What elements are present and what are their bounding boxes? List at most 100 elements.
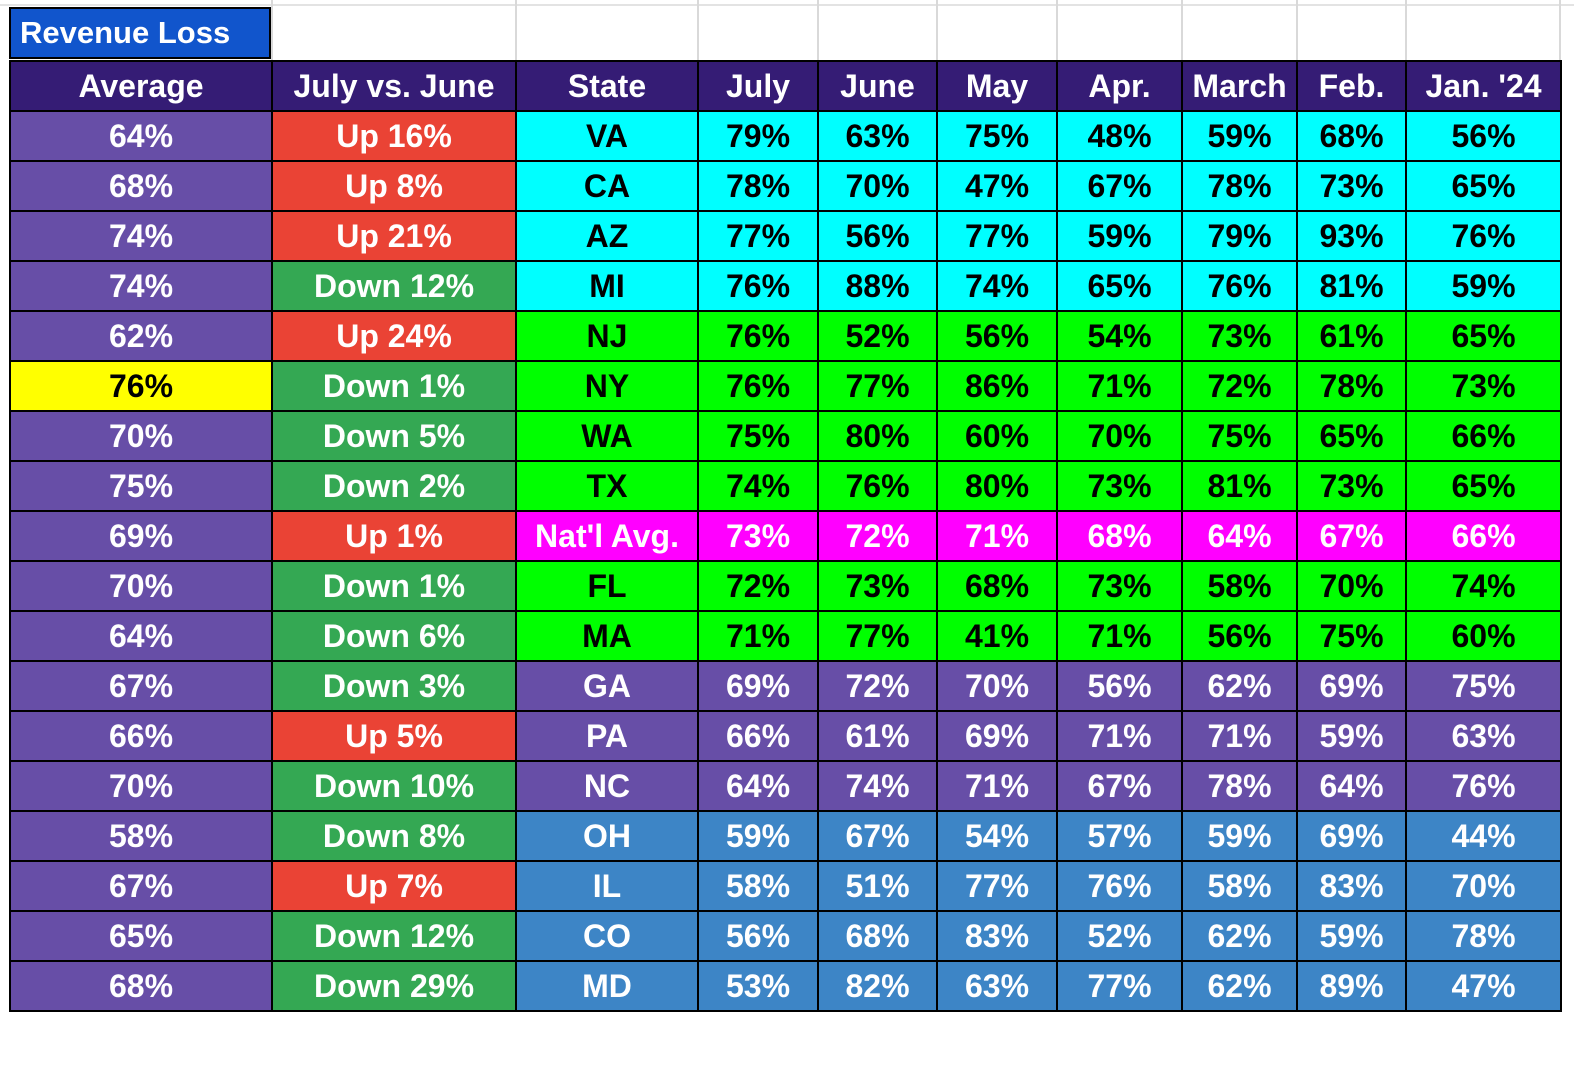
month-cell-may[interactable]: 56%: [936, 310, 1058, 362]
month-cell-jan-24[interactable]: 66%: [1405, 510, 1562, 562]
month-cell-march[interactable]: 75%: [1181, 410, 1298, 462]
state-cell[interactable]: AZ: [515, 210, 699, 262]
state-cell[interactable]: MD: [515, 960, 699, 1012]
month-cell-apr[interactable]: 56%: [1056, 660, 1183, 712]
change-cell[interactable]: Up 1%: [271, 510, 517, 562]
month-cell-feb[interactable]: 64%: [1296, 760, 1407, 812]
month-cell-jan-24[interactable]: 70%: [1405, 860, 1562, 912]
header-may[interactable]: May: [936, 60, 1058, 112]
average-cell[interactable]: 67%: [9, 860, 273, 912]
month-cell-jan-24[interactable]: 75%: [1405, 660, 1562, 712]
month-cell-june[interactable]: 52%: [817, 310, 938, 362]
change-cell[interactable]: Down 2%: [271, 460, 517, 512]
month-cell-june[interactable]: 77%: [817, 610, 938, 662]
month-cell-june[interactable]: 74%: [817, 760, 938, 812]
month-cell-june[interactable]: 67%: [817, 810, 938, 862]
month-cell-july[interactable]: 58%: [697, 860, 819, 912]
average-cell[interactable]: 70%: [9, 410, 273, 462]
change-cell[interactable]: Down 5%: [271, 410, 517, 462]
month-cell-may[interactable]: 47%: [936, 160, 1058, 212]
month-cell-feb[interactable]: 75%: [1296, 610, 1407, 662]
average-cell[interactable]: 75%: [9, 460, 273, 512]
change-cell[interactable]: Down 29%: [271, 960, 517, 1012]
month-cell-july[interactable]: 72%: [697, 560, 819, 612]
month-cell-feb[interactable]: 89%: [1296, 960, 1407, 1012]
state-cell[interactable]: NJ: [515, 310, 699, 362]
month-cell-feb[interactable]: 93%: [1296, 210, 1407, 262]
month-cell-july[interactable]: 75%: [697, 410, 819, 462]
month-cell-may[interactable]: 75%: [936, 110, 1058, 162]
month-cell-apr[interactable]: 65%: [1056, 260, 1183, 312]
change-cell[interactable]: Down 3%: [271, 660, 517, 712]
month-cell-jan-24[interactable]: 74%: [1405, 560, 1562, 612]
month-cell-may[interactable]: 70%: [936, 660, 1058, 712]
month-cell-march[interactable]: 78%: [1181, 760, 1298, 812]
month-cell-apr[interactable]: 70%: [1056, 410, 1183, 462]
month-cell-july[interactable]: 76%: [697, 260, 819, 312]
month-cell-feb[interactable]: 73%: [1296, 460, 1407, 512]
header-feb[interactable]: Feb.: [1296, 60, 1407, 112]
month-cell-july[interactable]: 78%: [697, 160, 819, 212]
month-cell-feb[interactable]: 69%: [1296, 810, 1407, 862]
state-cell[interactable]: Nat'l Avg.: [515, 510, 699, 562]
month-cell-june[interactable]: 56%: [817, 210, 938, 262]
month-cell-may[interactable]: 68%: [936, 560, 1058, 612]
state-cell[interactable]: TX: [515, 460, 699, 512]
header-july[interactable]: July: [697, 60, 819, 112]
change-cell[interactable]: Down 1%: [271, 360, 517, 412]
month-cell-july[interactable]: 76%: [697, 360, 819, 412]
month-cell-feb[interactable]: 61%: [1296, 310, 1407, 362]
month-cell-jan-24[interactable]: 59%: [1405, 260, 1562, 312]
month-cell-march[interactable]: 79%: [1181, 210, 1298, 262]
month-cell-apr[interactable]: 71%: [1056, 710, 1183, 762]
month-cell-july[interactable]: 74%: [697, 460, 819, 512]
month-cell-march[interactable]: 72%: [1181, 360, 1298, 412]
month-cell-jan-24[interactable]: 76%: [1405, 760, 1562, 812]
average-cell[interactable]: 68%: [9, 960, 273, 1012]
change-cell[interactable]: Up 5%: [271, 710, 517, 762]
state-cell[interactable]: MA: [515, 610, 699, 662]
month-cell-jan-24[interactable]: 73%: [1405, 360, 1562, 412]
month-cell-june[interactable]: 72%: [817, 510, 938, 562]
change-cell[interactable]: Down 12%: [271, 910, 517, 962]
change-cell[interactable]: Down 12%: [271, 260, 517, 312]
state-cell[interactable]: VA: [515, 110, 699, 162]
average-cell[interactable]: 65%: [9, 910, 273, 962]
month-cell-july[interactable]: 64%: [697, 760, 819, 812]
month-cell-july[interactable]: 66%: [697, 710, 819, 762]
state-cell[interactable]: OH: [515, 810, 699, 862]
month-cell-apr[interactable]: 48%: [1056, 110, 1183, 162]
month-cell-feb[interactable]: 78%: [1296, 360, 1407, 412]
month-cell-july[interactable]: 59%: [697, 810, 819, 862]
month-cell-may[interactable]: 41%: [936, 610, 1058, 662]
state-cell[interactable]: PA: [515, 710, 699, 762]
header-july-vs-june[interactable]: July vs. June: [271, 60, 517, 112]
month-cell-may[interactable]: 71%: [936, 510, 1058, 562]
month-cell-may[interactable]: 83%: [936, 910, 1058, 962]
month-cell-may[interactable]: 77%: [936, 860, 1058, 912]
month-cell-apr[interactable]: 76%: [1056, 860, 1183, 912]
month-cell-apr[interactable]: 73%: [1056, 560, 1183, 612]
month-cell-july[interactable]: 53%: [697, 960, 819, 1012]
month-cell-apr[interactable]: 57%: [1056, 810, 1183, 862]
month-cell-may[interactable]: 60%: [936, 410, 1058, 462]
month-cell-may[interactable]: 54%: [936, 810, 1058, 862]
month-cell-feb[interactable]: 67%: [1296, 510, 1407, 562]
month-cell-may[interactable]: 71%: [936, 760, 1058, 812]
average-cell[interactable]: 70%: [9, 560, 273, 612]
month-cell-apr[interactable]: 77%: [1056, 960, 1183, 1012]
average-cell[interactable]: 66%: [9, 710, 273, 762]
change-cell[interactable]: Down 6%: [271, 610, 517, 662]
average-cell[interactable]: 76%: [9, 360, 273, 412]
month-cell-jan-24[interactable]: 47%: [1405, 960, 1562, 1012]
month-cell-jan-24[interactable]: 78%: [1405, 910, 1562, 962]
month-cell-feb[interactable]: 83%: [1296, 860, 1407, 912]
month-cell-june[interactable]: 61%: [817, 710, 938, 762]
average-cell[interactable]: 62%: [9, 310, 273, 362]
month-cell-apr[interactable]: 68%: [1056, 510, 1183, 562]
month-cell-june[interactable]: 70%: [817, 160, 938, 212]
month-cell-march[interactable]: 58%: [1181, 560, 1298, 612]
change-cell[interactable]: Up 8%: [271, 160, 517, 212]
month-cell-apr[interactable]: 71%: [1056, 360, 1183, 412]
month-cell-feb[interactable]: 70%: [1296, 560, 1407, 612]
